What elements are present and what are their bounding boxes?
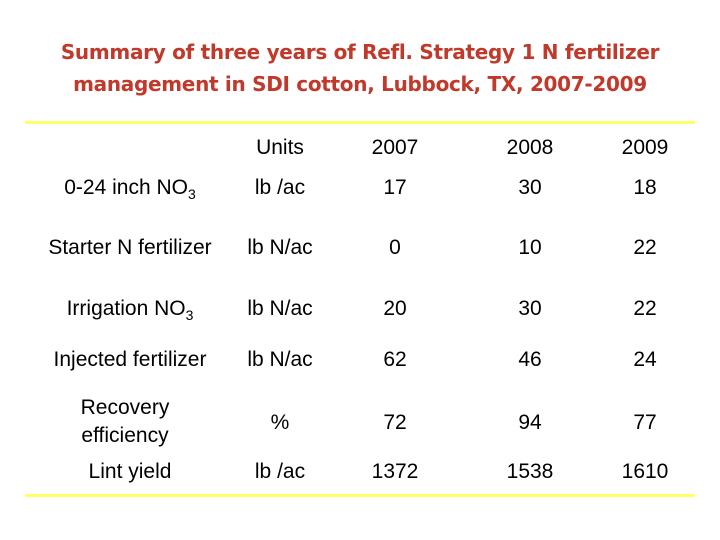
table-top-rule bbox=[25, 121, 695, 124]
row-units: lb N/ac bbox=[247, 297, 313, 320]
slide-title: Summary of three years of Refl. Strategy… bbox=[0, 36, 720, 100]
table-cell: 18 bbox=[633, 176, 657, 199]
header-2007: 2007 bbox=[371, 136, 419, 159]
table-bottom-rule bbox=[25, 494, 695, 497]
row-label-irrigation-no3: Irrigation NO3 bbox=[66, 297, 194, 323]
table-cell: 22 bbox=[633, 236, 657, 259]
title-line-1: Summary of three years of Refl. Strategy… bbox=[60, 40, 660, 64]
table-cell: 77 bbox=[633, 411, 657, 434]
row-label-lint-yield: Lint yield bbox=[88, 460, 172, 483]
table-cell: 20 bbox=[383, 297, 407, 320]
header-units: Units bbox=[256, 136, 304, 159]
row-label-soil-no3: 0-24 inch NO3 bbox=[64, 176, 196, 202]
table-cell: 94 bbox=[518, 411, 542, 434]
row-units: % bbox=[270, 411, 290, 434]
table-cell: 46 bbox=[518, 348, 542, 371]
row-units: lb /ac bbox=[254, 176, 306, 199]
row-label-starter-n: Starter N fertilizer bbox=[48, 236, 212, 259]
table-cell: 17 bbox=[383, 176, 407, 199]
header-2008: 2008 bbox=[506, 136, 554, 159]
title-line-2: management in SDI cotton, Lubbock, TX, 2… bbox=[73, 72, 647, 96]
table-cell: 24 bbox=[633, 348, 657, 371]
row-units: lb N/ac bbox=[247, 348, 313, 371]
table-cell: 1372 bbox=[371, 460, 419, 483]
table-cell: 10 bbox=[518, 236, 542, 259]
table-cell: 62 bbox=[383, 348, 407, 371]
row-label-injected-fertilizer: Injected fertilizer bbox=[53, 348, 207, 371]
row-units: lb N/ac bbox=[247, 236, 313, 259]
table-cell: 22 bbox=[633, 297, 657, 320]
row-label-recovery-efficiency: Recovery efficiency bbox=[80, 396, 170, 447]
row-units: lb /ac bbox=[254, 460, 306, 483]
table-cell: 30 bbox=[518, 297, 542, 320]
table-cell: 1538 bbox=[506, 460, 554, 483]
table-cell: 0 bbox=[389, 236, 401, 259]
table-cell: 72 bbox=[383, 411, 407, 434]
header-2009: 2009 bbox=[621, 136, 669, 159]
table-cell: 30 bbox=[518, 176, 542, 199]
table-cell: 1610 bbox=[621, 460, 669, 483]
